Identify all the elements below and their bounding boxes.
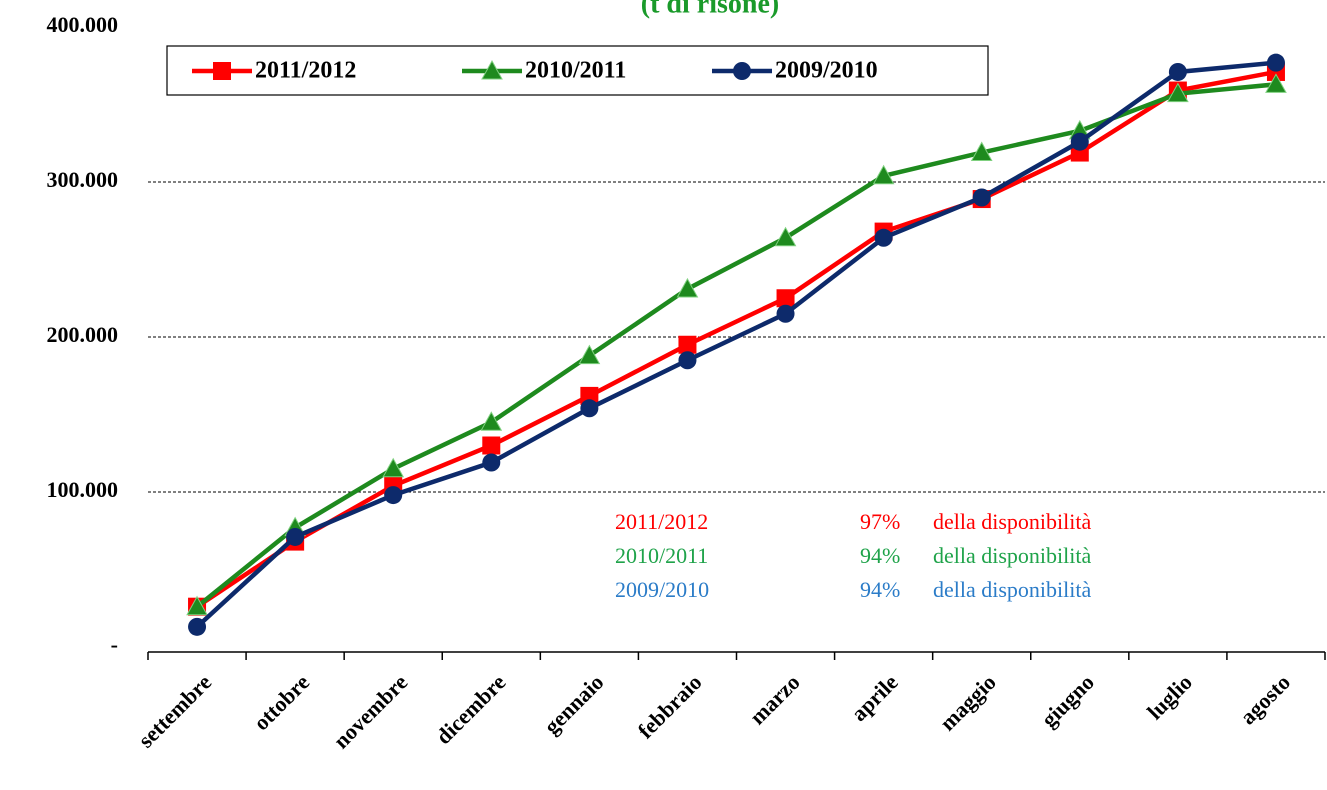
annotation-text: della disponibilità xyxy=(933,509,1091,534)
marker xyxy=(213,62,231,80)
annotation-share: 97% xyxy=(860,509,900,534)
annotation-share: 94% xyxy=(860,577,900,602)
marker xyxy=(1168,62,1187,81)
legend-label: 2009/2010 xyxy=(775,58,878,84)
marker xyxy=(972,188,991,207)
marker xyxy=(578,344,601,365)
marker xyxy=(186,595,208,616)
series-line xyxy=(195,69,1277,609)
x-tick-label: dicembre xyxy=(431,669,511,749)
annotation-season: 2010/2011 xyxy=(615,543,708,568)
marker xyxy=(286,527,305,546)
series-line xyxy=(195,82,1277,609)
marker xyxy=(1266,53,1285,72)
marker xyxy=(676,277,699,298)
marker xyxy=(480,411,503,431)
marker xyxy=(580,386,599,405)
annotation-share: 94% xyxy=(860,543,900,568)
marker xyxy=(733,62,751,80)
x-tick-label: settembre xyxy=(133,669,216,752)
marker xyxy=(382,457,405,478)
x-tick-label: aprile xyxy=(846,669,903,726)
marker xyxy=(1265,73,1287,93)
annotation-season: 2011/2012 xyxy=(615,509,708,534)
y-tick-label: 100.000 xyxy=(47,477,119,502)
marker xyxy=(874,228,893,247)
legend-label: 2010/2011 xyxy=(525,58,626,84)
x-tick-label: febbraio xyxy=(633,669,707,743)
marker xyxy=(872,164,895,185)
marker xyxy=(1070,132,1089,151)
x-tick-label: luglio xyxy=(1142,669,1197,724)
x-tick-label: maggio xyxy=(935,669,1001,735)
y-tick-label: 300.000 xyxy=(47,167,119,192)
x-tick-label: giugno xyxy=(1036,669,1099,732)
marker xyxy=(776,289,795,308)
marker xyxy=(970,141,993,162)
series-line xyxy=(195,60,1277,629)
annotation-season: 2009/2010 xyxy=(615,577,709,602)
legend-box xyxy=(166,45,989,96)
marker xyxy=(580,399,599,418)
marker xyxy=(1167,82,1189,103)
marker xyxy=(188,617,207,636)
chart-title: (t di risone) xyxy=(641,0,779,19)
legend-label: 2011/2012 xyxy=(255,58,356,84)
y-tick-label: 200.000 xyxy=(47,322,119,347)
marker xyxy=(384,486,403,505)
x-tick-label: marzo xyxy=(745,669,805,729)
y-tick-label: - xyxy=(111,632,118,657)
marker xyxy=(482,436,501,455)
annotation-text: della disponibilità xyxy=(933,577,1091,602)
x-tick-label: novembre xyxy=(328,669,412,753)
x-tick-label: agosto xyxy=(1235,669,1295,729)
y-tick-label: 400.000 xyxy=(47,12,119,37)
marker xyxy=(776,304,795,323)
marker xyxy=(678,335,697,354)
marker xyxy=(678,351,697,370)
x-tick-label: ottobre xyxy=(248,669,314,735)
marker xyxy=(482,453,501,472)
marker xyxy=(774,226,797,247)
marker xyxy=(481,59,503,80)
x-tick-label: gennaio xyxy=(539,669,609,739)
annotation-text: della disponibilità xyxy=(933,543,1091,568)
